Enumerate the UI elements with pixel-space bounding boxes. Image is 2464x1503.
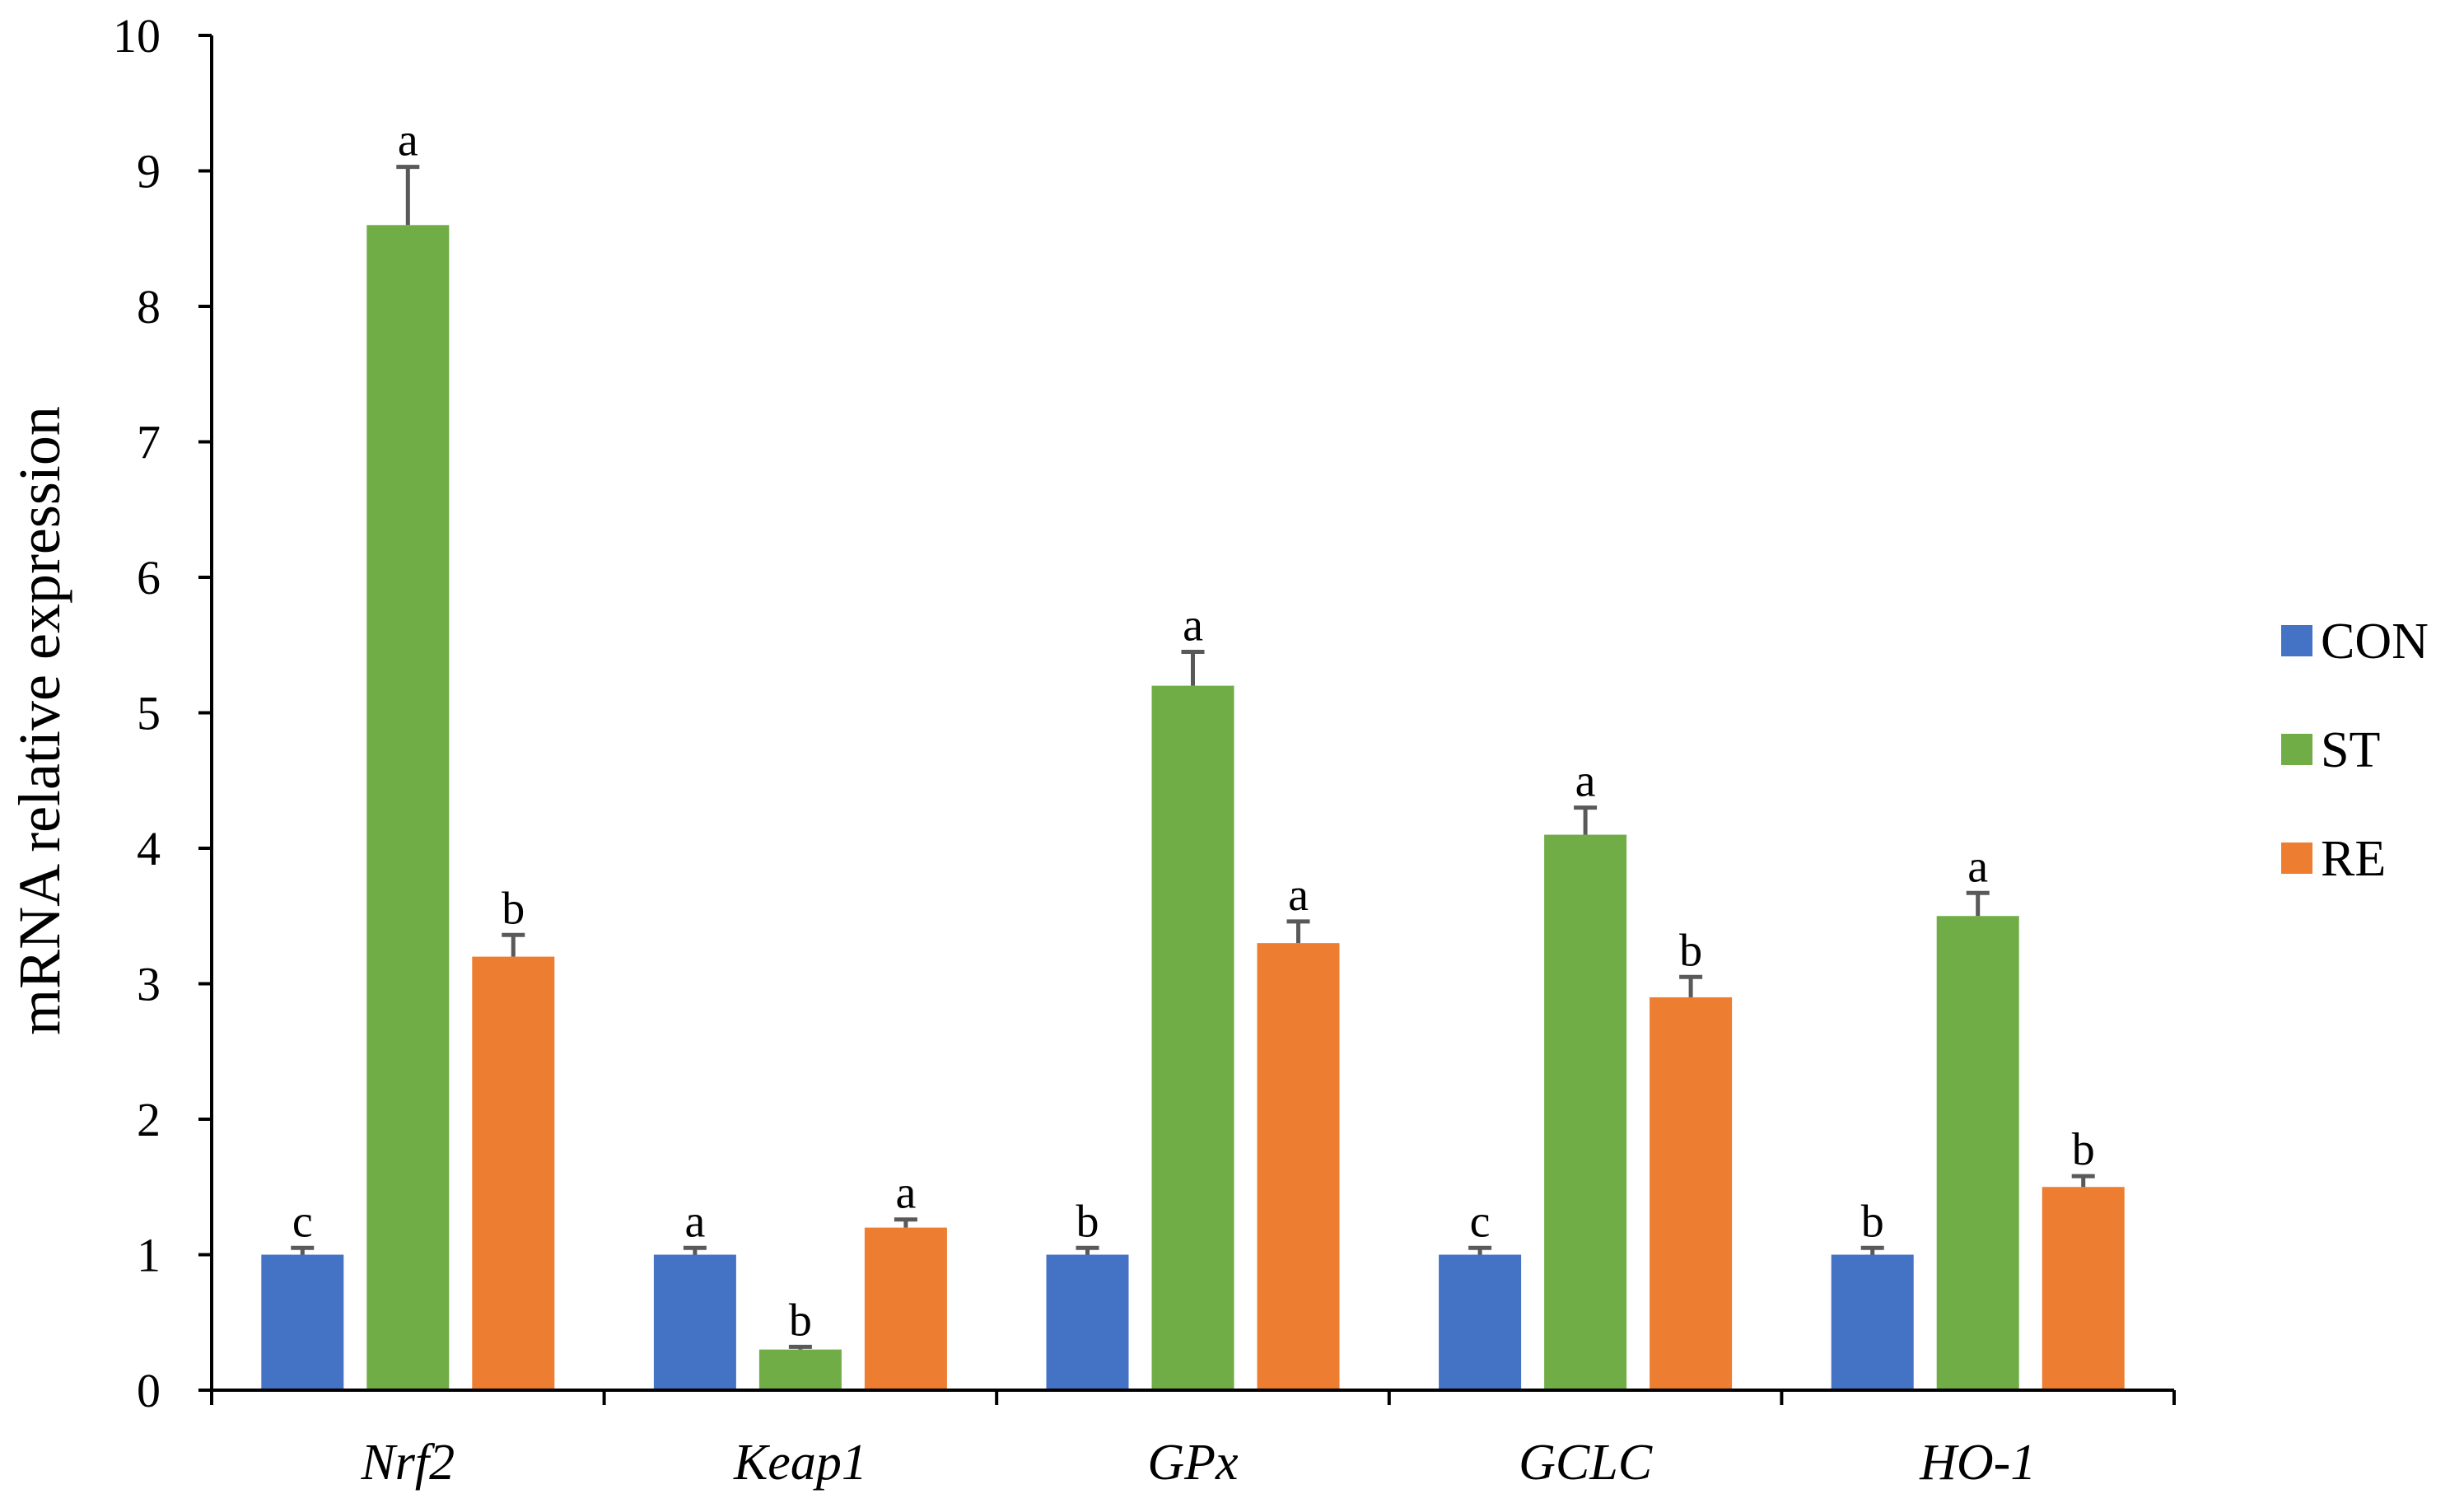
y-tick-label: 6 [137, 551, 161, 604]
significance-letter: b [1679, 925, 1702, 976]
significance-letter: a [684, 1196, 705, 1247]
bar-re [1650, 997, 1733, 1390]
bar-re [472, 956, 555, 1390]
error-bars-layer [291, 165, 2095, 1350]
legend-label: ST [2321, 722, 2380, 778]
bar-re [864, 1227, 947, 1390]
bar-st [1936, 916, 2019, 1390]
x-category-label: GPx [1147, 1435, 1239, 1491]
bar-con [653, 1254, 736, 1390]
y-tick-label: 1 [137, 1229, 161, 1282]
legend-item: RE [2281, 831, 2386, 887]
y-tick-label: 4 [137, 822, 161, 875]
bar-con [1831, 1254, 1914, 1390]
x-category-label: GCLC [1519, 1435, 1653, 1491]
legend-item: CON [2281, 614, 2429, 670]
significance-letter: a [895, 1168, 916, 1219]
x-category-label: Nrf2 [360, 1435, 455, 1491]
x-category-label: Keap1 [733, 1435, 867, 1491]
significance-letter: a [1183, 600, 1203, 651]
y-tick-label: 2 [137, 1093, 161, 1146]
legend-item: ST [2281, 722, 2380, 778]
x-category-label: HO-1 [1919, 1435, 2036, 1491]
significance-letter: b [502, 883, 525, 934]
bar-re [1257, 943, 1340, 1390]
significance-letter: b [789, 1295, 812, 1346]
legend-swatch [2281, 734, 2312, 765]
y-tick-label: 5 [137, 687, 161, 740]
y-tick-label: 9 [137, 145, 161, 198]
bar-st [758, 1349, 842, 1390]
y-tick-label: 8 [137, 280, 161, 334]
bars-layer [261, 225, 2125, 1390]
bar-st [1544, 834, 1627, 1390]
significance-letter: b [2072, 1124, 2095, 1175]
bar-con [261, 1254, 344, 1390]
y-tick-label: 7 [137, 416, 161, 469]
bar-con [1046, 1254, 1129, 1390]
legend-label: CON [2321, 614, 2429, 670]
bar-re [2042, 1187, 2125, 1390]
significance-letter: a [1288, 870, 1309, 921]
legend-label: RE [2321, 831, 2386, 887]
legend: CON ST RE [2281, 614, 2429, 887]
bar-con [1439, 1254, 1522, 1390]
y-tick-label: 0 [137, 1364, 161, 1417]
significance-letter: c [292, 1196, 313, 1247]
y-tick-label: 3 [137, 958, 161, 1011]
legend-swatch [2281, 843, 2312, 874]
significance-letter: b [1076, 1196, 1099, 1247]
labels-layer: 0 1 2 3 4 5 6 7 8 9 10 Nrf2 Keap1 GPx GCLC HO-1 c a b c b a b a… [113, 9, 2095, 1491]
y-axis-title: mRNA relative expression [7, 406, 72, 1035]
y-tick-label: 10 [113, 9, 161, 63]
significance-letter: a [1967, 841, 1988, 892]
axes-layer [198, 34, 2176, 1405]
legend-swatch [2281, 625, 2312, 656]
bar-st [366, 225, 450, 1390]
significance-letter: c [1470, 1196, 1491, 1247]
significance-letter: b [1861, 1196, 1884, 1247]
significance-letter: a [1575, 756, 1596, 807]
bar-st [1151, 685, 1234, 1390]
significance-letter: a [398, 115, 418, 166]
